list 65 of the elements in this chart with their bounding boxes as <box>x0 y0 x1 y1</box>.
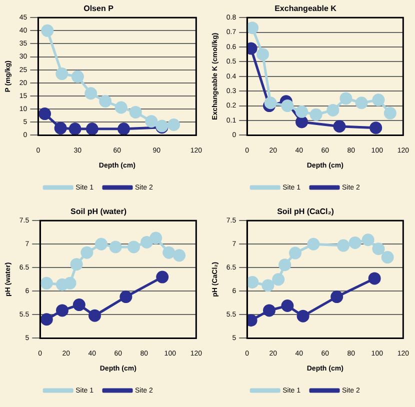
point <box>370 122 382 134</box>
point <box>310 108 322 121</box>
point <box>88 309 101 322</box>
point <box>94 238 108 250</box>
point <box>70 258 83 271</box>
point <box>40 313 53 326</box>
point <box>362 234 374 246</box>
point <box>140 236 153 248</box>
point <box>256 48 269 61</box>
point <box>372 242 385 256</box>
point <box>330 290 344 304</box>
point <box>295 105 308 118</box>
point <box>168 118 180 131</box>
point <box>145 115 158 128</box>
point <box>68 122 82 136</box>
point <box>384 106 396 120</box>
point <box>264 96 277 110</box>
point <box>129 106 142 118</box>
point <box>381 251 394 264</box>
point <box>80 246 94 259</box>
point <box>368 272 381 285</box>
point <box>118 122 130 136</box>
point <box>114 101 128 114</box>
point <box>162 246 176 259</box>
point <box>56 304 68 317</box>
point <box>281 100 294 112</box>
point <box>278 258 292 272</box>
point <box>84 87 98 100</box>
point <box>173 249 186 262</box>
point <box>156 270 169 284</box>
point <box>99 94 112 108</box>
chart-title: Soil pH (water) <box>70 207 127 216</box>
point <box>120 290 132 304</box>
point <box>150 232 162 244</box>
point <box>337 239 350 252</box>
point <box>281 299 294 312</box>
point <box>56 68 68 80</box>
point <box>262 279 274 292</box>
chart-title: Exchangeable K <box>274 4 337 14</box>
point <box>296 310 310 322</box>
point <box>340 92 352 105</box>
point <box>128 240 140 254</box>
point <box>64 276 76 290</box>
point <box>348 236 362 249</box>
point <box>109 240 122 254</box>
point <box>262 304 276 317</box>
point <box>307 238 320 250</box>
point <box>72 298 86 312</box>
point <box>333 120 346 133</box>
point <box>355 96 368 110</box>
chart-title: Soil pH (CaCl₂) <box>277 207 334 216</box>
point <box>40 276 53 290</box>
point <box>86 122 98 136</box>
point <box>372 94 385 106</box>
point <box>54 122 67 134</box>
point <box>288 246 302 260</box>
point <box>247 22 259 34</box>
point <box>247 276 259 288</box>
point <box>41 24 54 37</box>
point <box>295 116 308 128</box>
point <box>71 70 84 83</box>
chart-title: Olsen P <box>84 4 114 14</box>
point <box>326 104 340 116</box>
point <box>38 108 52 120</box>
point <box>272 273 285 286</box>
